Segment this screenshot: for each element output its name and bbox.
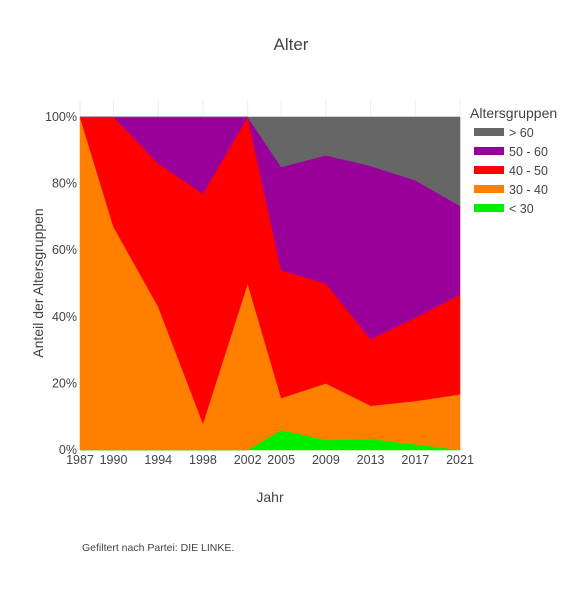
x-tick-label: 2002 bbox=[234, 453, 262, 467]
x-tick-label: 1987 bbox=[66, 453, 94, 467]
x-tick-label: 2021 bbox=[446, 453, 474, 467]
x-tick-label: 1990 bbox=[100, 453, 128, 467]
x-tick-label: 2009 bbox=[312, 453, 340, 467]
x-tick-label: 2005 bbox=[267, 453, 295, 467]
y-axis-title: Anteil der Altersgruppen bbox=[30, 208, 46, 357]
chart-title: Alter bbox=[274, 35, 309, 54]
legend-swatch bbox=[474, 204, 504, 212]
legend: Altersgruppen > 60 50 - 60 40 - 50 30 - 40 <… bbox=[470, 105, 557, 216]
y-tick-label: 80% bbox=[52, 177, 77, 191]
legend-title: Altersgruppen bbox=[470, 105, 557, 121]
legend-label: < 30 bbox=[509, 202, 534, 216]
legend-label: 30 - 40 bbox=[509, 183, 548, 197]
legend-swatch bbox=[474, 128, 504, 136]
area-layers bbox=[79, 116, 461, 451]
x-tick-label: 2013 bbox=[357, 453, 385, 467]
x-axis-ticks: 1987 1990 1994 1998 2002 2005 2009 2013 2017 2021 bbox=[66, 453, 474, 467]
y-tick-label: 60% bbox=[52, 243, 77, 257]
x-tick-label: 2017 bbox=[401, 453, 429, 467]
legend-swatch bbox=[474, 185, 504, 193]
legend-swatch bbox=[474, 166, 504, 174]
y-tick-label: 0% bbox=[59, 443, 77, 457]
legend-swatch bbox=[474, 147, 504, 155]
filter-note: Gefiltert nach Partei: DIE LINKE. bbox=[82, 542, 234, 554]
x-axis-title: Jahr bbox=[256, 489, 284, 505]
y-tick-label: 40% bbox=[52, 310, 77, 324]
y-tick-label: 100% bbox=[45, 110, 77, 124]
area-60 bbox=[80, 116, 461, 207]
x-tick-label: 1994 bbox=[144, 453, 172, 467]
legend-label: 50 - 60 bbox=[509, 145, 548, 159]
y-tick-label: 20% bbox=[52, 376, 77, 390]
legend-label: 40 - 50 bbox=[509, 164, 548, 178]
legend-label: > 60 bbox=[509, 126, 534, 140]
y-axis-ticks: 0% 20% 40% 60% 80% 100% bbox=[45, 110, 77, 457]
x-tick-label: 1998 bbox=[189, 453, 217, 467]
